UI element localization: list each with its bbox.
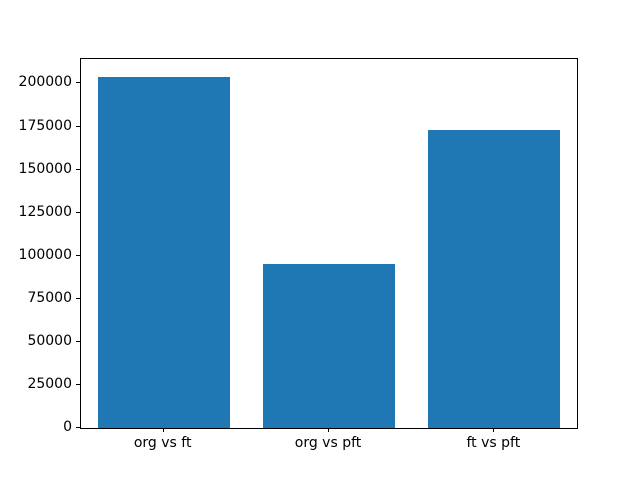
y-tick-label: 125000 <box>18 204 72 220</box>
y-tick-label: 100000 <box>18 247 72 263</box>
y-tick-label: 75000 <box>27 290 72 306</box>
x-tick-label: org vs pft <box>294 435 362 451</box>
y-tick-mark <box>76 427 80 428</box>
y-tick-label: 200000 <box>18 74 72 90</box>
y-tick-label: 175000 <box>18 118 72 134</box>
y-tick-mark <box>76 82 80 83</box>
x-tick-mark <box>162 428 164 432</box>
y-tick-label: 150000 <box>18 161 72 177</box>
x-tick-label: ft vs pft <box>466 435 521 451</box>
x-tick-mark <box>328 428 329 432</box>
y-tick-mark <box>76 384 80 385</box>
x-tick-label: org vs ft <box>133 435 192 451</box>
y-tick-mark <box>76 341 80 342</box>
y-tick-mark <box>76 212 80 213</box>
y-tick-mark <box>76 255 80 256</box>
y-tick-mark <box>76 169 80 170</box>
bar-ft-vs-pft <box>428 130 561 428</box>
y-tick-label: 25000 <box>27 376 72 392</box>
y-tick-mark <box>76 298 80 299</box>
y-tick-label: 0 <box>63 419 72 435</box>
bar-org-vs-pft <box>262 264 396 428</box>
x-tick-mark <box>493 428 495 432</box>
y-tick-mark <box>76 126 80 127</box>
y-tick-label: 50000 <box>27 333 72 349</box>
plot-area <box>80 58 578 429</box>
bar-org-vs-ft <box>97 77 230 428</box>
